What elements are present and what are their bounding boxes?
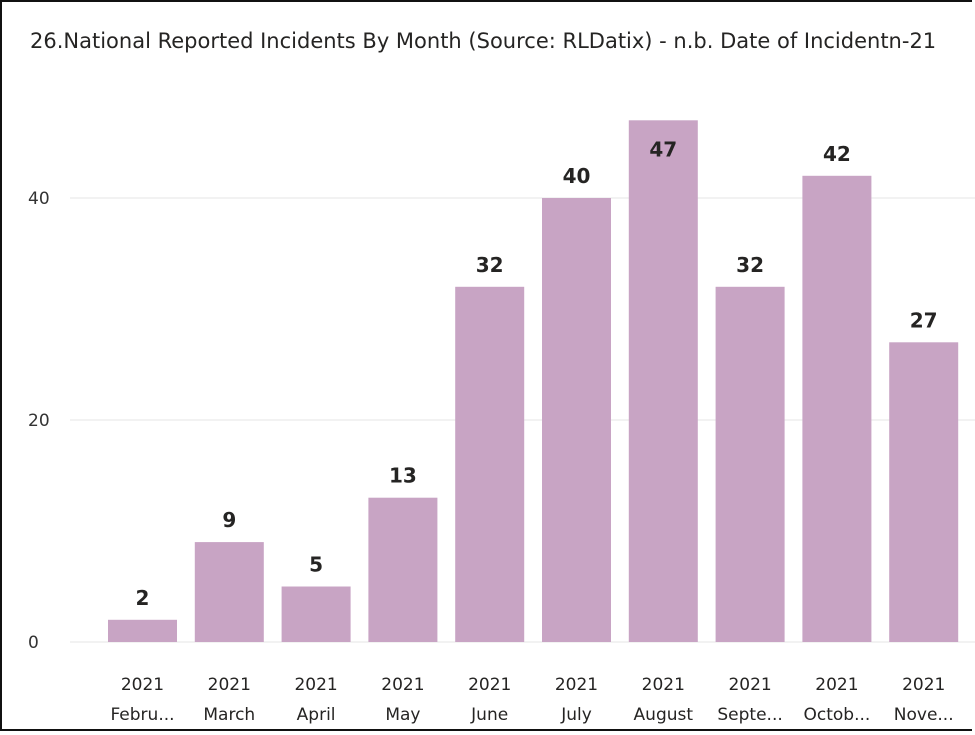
bar[interactable] bbox=[455, 286, 525, 642]
data-label: 5 bbox=[309, 553, 323, 577]
data-label: 32 bbox=[476, 253, 504, 277]
y-axis: 0 20 40 bbox=[28, 189, 50, 653]
data-label: 42 bbox=[823, 142, 851, 166]
x-tick-year: 2021 bbox=[728, 675, 771, 695]
data-label: 47 bbox=[649, 137, 677, 161]
bar[interactable] bbox=[281, 586, 351, 643]
x-tick-year: 2021 bbox=[815, 675, 858, 695]
bar[interactable] bbox=[802, 175, 872, 643]
x-tick-month: June bbox=[470, 705, 508, 725]
x-tick-month: August bbox=[634, 705, 694, 725]
data-label: 2 bbox=[136, 586, 150, 610]
x-tick-month: Octob... bbox=[804, 705, 871, 725]
bar[interactable] bbox=[542, 198, 611, 642]
y-tick-label: 40 bbox=[28, 189, 50, 209]
bar[interactable] bbox=[194, 542, 264, 642]
bar[interactable] bbox=[368, 497, 438, 642]
x-tick-month: July bbox=[560, 705, 592, 725]
bar[interactable] bbox=[628, 120, 698, 643]
x-tick-year: 2021 bbox=[208, 675, 251, 695]
x-tick-month: Nove... bbox=[894, 705, 954, 725]
x-tick-year: 2021 bbox=[555, 675, 598, 695]
y-tick-label: 20 bbox=[28, 411, 50, 431]
x-tick-year: 2021 bbox=[294, 675, 337, 695]
x-tick-year: 2021 bbox=[902, 675, 945, 695]
x-tick-year: 2021 bbox=[468, 675, 511, 695]
bar[interactable] bbox=[889, 342, 959, 642]
bar[interactable] bbox=[108, 619, 177, 642]
x-tick-year: 2021 bbox=[642, 675, 685, 695]
data-labels: 2 9 5 13 32 40 47 32 42 27 bbox=[136, 137, 938, 610]
x-tick-year: 2021 bbox=[381, 675, 424, 695]
x-tick-year: 2021 bbox=[121, 675, 164, 695]
x-tick-month: Septe... bbox=[717, 705, 782, 725]
x-tick-month: March bbox=[203, 705, 255, 725]
x-tick-month: May bbox=[385, 705, 420, 725]
data-label: 13 bbox=[389, 464, 417, 488]
bar[interactable] bbox=[715, 286, 785, 642]
bars bbox=[108, 120, 959, 643]
chart-title: 26.National Reported Incidents By Month … bbox=[30, 29, 937, 53]
data-label: 9 bbox=[222, 508, 236, 532]
x-tick-month: April bbox=[297, 705, 336, 725]
x-tick-month: Febru... bbox=[110, 705, 174, 725]
data-label: 27 bbox=[910, 308, 938, 332]
data-label: 40 bbox=[563, 164, 591, 188]
x-axis: 2021 Febru... 2021 March 2021 April 2021 May 202… bbox=[110, 675, 953, 725]
y-tick-label: 0 bbox=[28, 633, 39, 653]
data-label: 32 bbox=[736, 253, 764, 277]
